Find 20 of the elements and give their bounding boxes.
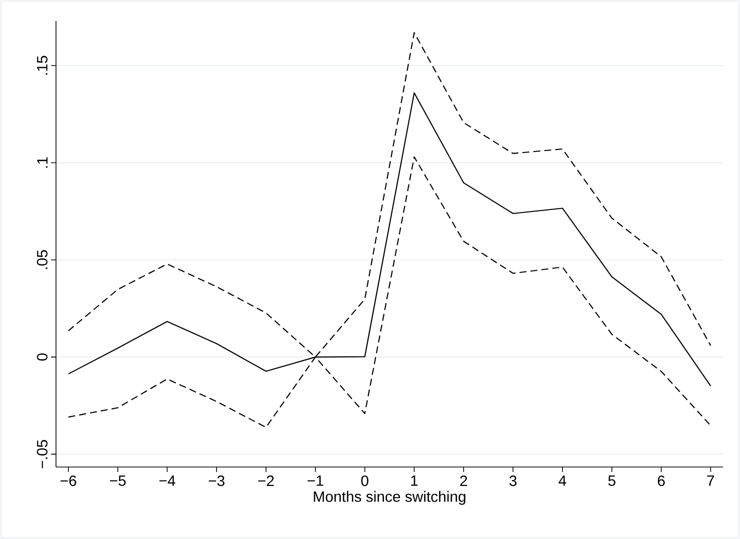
x-tick-label: 7	[707, 476, 714, 486]
x-tick-label: 2	[460, 476, 468, 486]
y-tick-label: .15	[37, 56, 48, 75]
x-tick-label: 6	[658, 476, 665, 486]
x-tick-label: 1	[411, 476, 418, 486]
x-tick-label: 3	[509, 476, 517, 486]
x-tick-label: −3	[208, 476, 224, 486]
x-tick-label: −4	[159, 476, 176, 486]
x-axis-title: Months since switching	[314, 490, 466, 505]
x-tick-label: 4	[558, 476, 566, 486]
y-tick-label: .05	[36, 250, 48, 269]
y-tick-label: 0	[36, 353, 48, 361]
x-tick-label: −1	[308, 476, 324, 486]
y-tick-label: −.05	[36, 440, 48, 468]
x-tick-label: −6	[60, 476, 76, 486]
x-tick-label: −5	[110, 476, 126, 486]
y-tick-label: .1	[37, 157, 48, 168]
x-tick-label: −2	[258, 476, 274, 486]
x-tick-label: 0	[361, 476, 368, 486]
x-tick-label: 5	[608, 476, 616, 486]
